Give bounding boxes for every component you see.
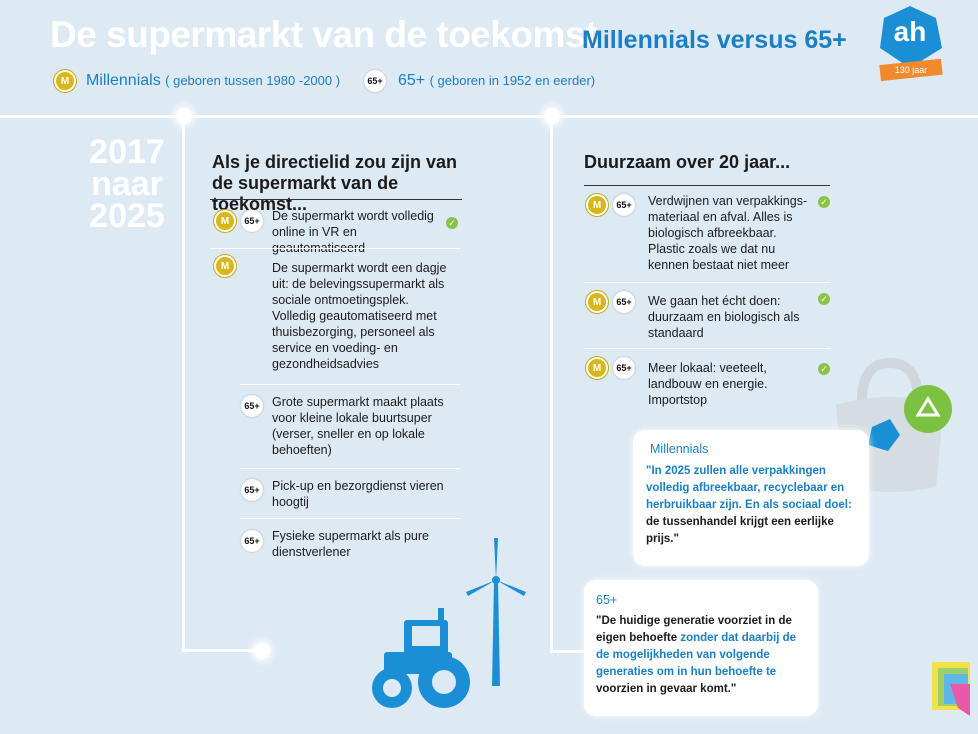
left-item-3-text: Grote supermarkt maakt plaats voor klein…: [272, 395, 444, 457]
legend-millennials-label: Millennials: [86, 72, 161, 89]
page-title: De supermarkt van de toekomst: [50, 14, 597, 55]
legend-senior-label: 65+: [398, 72, 426, 89]
right-item-2-text: We gaan het écht doen: duurzaam en biolo…: [648, 294, 800, 340]
left-item-1-senior-badge: 65+: [241, 210, 263, 232]
legend-senior-note: ( geboren in 1952 en eerder): [429, 73, 596, 88]
left-item-3-senior-badge: 65+: [241, 395, 263, 417]
left-item-2-text: De supermarkt wordt een dagje uit: de be…: [272, 261, 447, 371]
left-separator-1: [210, 248, 460, 249]
millennial-badge: M: [54, 70, 76, 92]
legend-millennials: Millennials ( geboren tussen 1980 -2000 …: [86, 72, 340, 90]
right-item-2-m-badge: M: [586, 291, 608, 313]
right-item-3-text: Meer lokaal: veeteelt, landbouw en energ…: [648, 361, 768, 407]
page-subtitle: Millennials versus 65+: [582, 26, 847, 54]
left-item-1-text: De supermarkt wordt volledig online in V…: [272, 209, 434, 255]
year-end: 2025: [89, 197, 165, 235]
legend-senior: 65+ ( geboren in 1952 en eerder): [398, 72, 595, 90]
right-item-2-senior-badge: 65+: [613, 291, 635, 313]
wind-turbine-icon: [466, 538, 526, 686]
ah-logo: ah 130 jaar: [874, 4, 946, 88]
corner-logo-icon: [932, 662, 970, 716]
millennials-quote-rest: de tussenhandel krijgt een eerlijke prij…: [646, 516, 834, 545]
year-connector: naar: [91, 165, 163, 203]
right-item-1-senior-badge: 65+: [613, 194, 635, 216]
right-item-1-text: Verdwijnen van verpakkings-materiaal en …: [648, 194, 808, 272]
timeline-dot-bottom: [254, 643, 270, 659]
right-heading-rule: [584, 185, 830, 186]
senior-quote-end: voorzien in gevaar komt.": [596, 683, 737, 695]
senior-quote-text: "De huidige generatie voorziet in de eig…: [596, 613, 804, 698]
left-heading: Als je directielid zou zijn van de super…: [212, 152, 458, 214]
tractor-icon: [372, 608, 470, 708]
timeline-left-vertical: [182, 116, 185, 651]
timeline-horizontal: [0, 115, 978, 118]
right-item-3-senior-badge: 65+: [613, 357, 635, 379]
logo-ribbon-text: 130 jaar: [894, 65, 928, 75]
left-item-2-m-badge: M: [214, 255, 236, 277]
right-item-3-m-badge: M: [586, 357, 608, 379]
senior-quote-start: "De huidige generatie voorziet in de eig…: [596, 615, 792, 644]
timeline-right-bottom: [550, 650, 586, 653]
right-item-3-check-icon: ✓: [818, 363, 830, 375]
wind-turbine-illustration: [464, 536, 528, 686]
left-heading-rule: [210, 199, 462, 200]
left-item-5-senior-badge: 65+: [241, 530, 263, 552]
right-heading: Duurzaam over 20 jaar...: [584, 152, 791, 172]
right-separator-2: [584, 348, 830, 349]
timeline-right-vertical: [550, 116, 553, 653]
right-item-1-check-icon: ✓: [818, 196, 830, 208]
legend-millennials-note: ( geboren tussen 1980 -2000 ): [165, 73, 341, 88]
left-separator-4: [240, 518, 460, 519]
millennials-quote-label: Millennials: [650, 442, 709, 456]
left-item-5-text: Fysieke supermarkt als pure dienstverlen…: [272, 529, 430, 559]
year-range: 2017 naar 2025: [72, 133, 182, 235]
millennials-quote-box: [633, 430, 869, 566]
tractor-illustration: [366, 606, 474, 710]
senior-quote-box: [584, 580, 818, 716]
senior-badge: 65+: [364, 70, 386, 92]
left-item-1-check-icon: ✓: [446, 217, 458, 229]
year-start: 2017: [89, 133, 165, 171]
right-item-2-check-icon: ✓: [818, 293, 830, 305]
timeline-dot-left: [176, 108, 192, 124]
senior-quote-highlight: zonder dat daarbij de de mogelijkheden v…: [596, 632, 797, 678]
millennials-quote-text: "In 2025 zullen alle verpakkingen volled…: [646, 463, 854, 548]
left-separator-2: [240, 384, 460, 385]
ah-logo-icon: [879, 6, 943, 82]
logo-text: ah: [893, 16, 927, 47]
timeline-left-bottom: [182, 649, 262, 652]
left-item-4-text: Pick-up en bezorgdienst vieren hoogtij: [272, 479, 444, 509]
right-item-1-m-badge: M: [586, 194, 608, 216]
left-item-4-senior-badge: 65+: [241, 479, 263, 501]
right-separator-1: [584, 282, 830, 283]
senior-quote-label: 65+: [596, 593, 618, 607]
timeline-dot-right: [544, 108, 560, 124]
left-separator-3: [240, 468, 460, 469]
millennials-quote-highlight: "In 2025 zullen alle verpakkingen volled…: [646, 465, 852, 511]
corner-logo: [930, 660, 974, 720]
left-item-1-m-badge: M: [214, 210, 236, 232]
